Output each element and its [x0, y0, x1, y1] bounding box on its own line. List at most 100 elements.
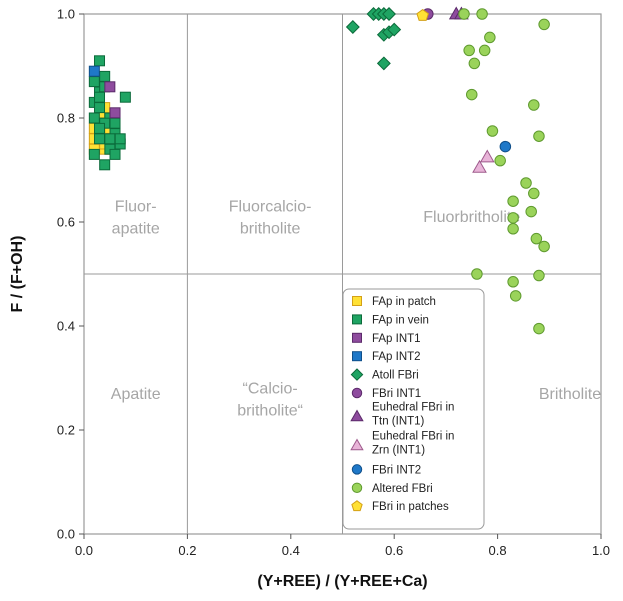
- legend-item: FAp INT1: [352, 332, 421, 345]
- data-point: [345, 20, 360, 34]
- legend-box: [342, 288, 485, 530]
- x-tick-label: 1.0: [592, 543, 610, 558]
- data-point: [507, 276, 519, 288]
- data-point: [468, 57, 481, 70]
- y-tick-label: 0.4: [57, 319, 75, 334]
- legend-item: FAp INT2: [352, 351, 421, 363]
- data-point: [94, 133, 106, 145]
- data-point: [528, 187, 540, 200]
- data-point: [463, 44, 475, 57]
- series-fbri-int2: [499, 140, 512, 153]
- legend-item: FBri in patches: [351, 500, 449, 513]
- legend-label: FBri in patches: [372, 501, 449, 513]
- legend-marker: [351, 387, 363, 399]
- x-tick-label: 0.0: [75, 543, 93, 558]
- data-point: [458, 8, 470, 20]
- legend: FAp in patch FAp in vein FAp INT1 FAp INT2 A…: [342, 288, 485, 530]
- data-point: [88, 76, 100, 88]
- legend-marker: [352, 351, 362, 362]
- data-point: [533, 130, 545, 142]
- data-point: [486, 125, 499, 137]
- legend-item: Altered FBri: [351, 482, 433, 495]
- legend-item: Euhedral FBri in Zrn (INT1): [350, 430, 454, 456]
- field-label: Fluorbritholite: [423, 209, 520, 226]
- legend-label: FBri INT1: [372, 388, 421, 400]
- data-point: [109, 107, 121, 119]
- data-point: [104, 81, 116, 93]
- data-point: [509, 290, 522, 302]
- legend-label: FAp in patch: [372, 296, 436, 308]
- data-point: [387, 22, 402, 37]
- legend-label: Euhedral FBri in: [372, 430, 454, 442]
- y-tick-label: 0.0: [57, 527, 75, 542]
- data-point: [472, 159, 487, 173]
- legend-item: FBri INT1: [351, 387, 421, 400]
- field-label: britholite“: [237, 403, 303, 420]
- legend-marker: [351, 500, 363, 512]
- data-point: [479, 149, 495, 163]
- legend-marker: [351, 464, 363, 475]
- data-point: [114, 133, 126, 145]
- data-point: [99, 70, 111, 82]
- data-point: [109, 117, 121, 129]
- data-point: [478, 44, 491, 57]
- data-point: [88, 112, 100, 124]
- data-point: [520, 177, 532, 189]
- legend-label: Atoll FBri: [372, 370, 419, 382]
- data-point: [476, 8, 488, 20]
- field-label: Fluor-: [115, 199, 157, 216]
- series-atoll-fbri: [345, 7, 402, 71]
- legend-item: Atoll FBri: [350, 368, 419, 382]
- data-point: [88, 148, 100, 160]
- legend-marker: [350, 438, 364, 451]
- data-point: [507, 195, 519, 207]
- data-point: [416, 8, 429, 21]
- data-point: [533, 322, 545, 335]
- data-point: [94, 55, 106, 67]
- data-point: [530, 232, 543, 245]
- y-tick-label: 0.2: [57, 423, 75, 438]
- field-label: Apatite: [111, 386, 161, 403]
- data-point: [538, 240, 550, 253]
- field-label: britholite: [240, 221, 301, 238]
- data-point: [528, 99, 540, 111]
- data-point: [525, 205, 537, 218]
- field-label: apatite: [112, 221, 160, 238]
- legend-label: FAp in vein: [372, 314, 429, 326]
- legend-marker: [351, 482, 363, 494]
- legend-marker: [350, 368, 364, 381]
- data-point: [94, 122, 106, 134]
- data-point: [94, 91, 106, 103]
- legend-label: Ttn (INT1): [372, 415, 425, 427]
- x-axis-title: (Y+REE) / (Y+REE+Ca): [257, 573, 427, 590]
- data-point: [494, 154, 506, 167]
- data-point: [466, 88, 478, 101]
- legend-label: FBri INT2: [372, 464, 421, 476]
- legend-item: Euhedral FBri in Ttn (INT1): [350, 401, 454, 427]
- series-euhedral-fbri-in-zrn-int1: [472, 149, 495, 173]
- data-point: [109, 148, 121, 160]
- legend-label: Zrn (INT1): [372, 444, 425, 456]
- series-fbri-in-patches: [416, 8, 429, 21]
- series-fap-int1: [104, 81, 121, 119]
- data-point: [119, 91, 131, 103]
- data-point: [94, 102, 106, 114]
- legend-marker: [350, 409, 364, 422]
- data-point: [104, 133, 116, 145]
- x-tick-label: 0.8: [489, 543, 507, 558]
- legend-item: FAp in vein: [352, 314, 429, 326]
- data-point: [471, 268, 483, 280]
- legend-label: FAp INT2: [372, 351, 421, 363]
- data-point: [507, 223, 519, 235]
- data-point: [484, 31, 496, 44]
- legend-marker: [352, 332, 362, 343]
- legend-label: Euhedral FBri in: [372, 401, 454, 413]
- x-tick-label: 0.6: [385, 543, 403, 558]
- y-tick-label: 1.0: [57, 7, 75, 22]
- legend-item: FAp in patch: [352, 296, 436, 308]
- legend-label: FAp INT1: [372, 333, 421, 345]
- data-point: [507, 212, 519, 224]
- data-point: [99, 159, 111, 171]
